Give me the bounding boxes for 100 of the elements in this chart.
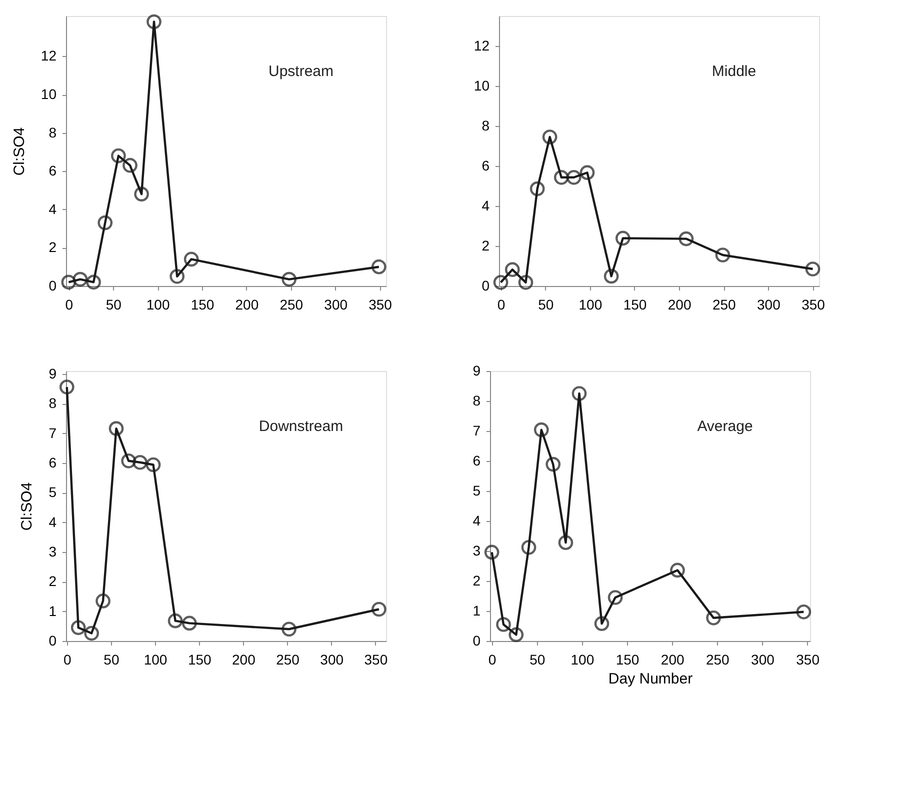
x-tick-label: 350 bbox=[802, 296, 826, 312]
y-tick-label: 0 bbox=[48, 632, 57, 648]
y-tick-label: 2 bbox=[472, 572, 481, 588]
y-tick-label: 6 bbox=[48, 162, 57, 179]
point bbox=[70, 620, 86, 636]
point bbox=[508, 627, 524, 642]
point bbox=[134, 186, 149, 202]
x-tick-label: 100 bbox=[146, 296, 170, 312]
x-tick-label: 200 bbox=[232, 652, 256, 668]
point bbox=[61, 274, 76, 290]
y-tick-label: 0 bbox=[482, 278, 490, 294]
y-tick-label: 10 bbox=[40, 86, 57, 102]
point bbox=[542, 130, 558, 144]
point bbox=[111, 148, 126, 164]
point bbox=[108, 421, 124, 436]
x-tick-label: 250 bbox=[280, 296, 304, 312]
point bbox=[521, 540, 536, 555]
point bbox=[484, 544, 500, 560]
y-tick-label: 4 bbox=[48, 514, 57, 530]
point bbox=[146, 14, 162, 30]
x-tick-label: 0 bbox=[65, 296, 74, 312]
point bbox=[670, 562, 685, 578]
y-tick-label: 4 bbox=[48, 200, 57, 217]
x-tick-label: 200 bbox=[660, 652, 684, 668]
x-tick-label: 200 bbox=[235, 296, 259, 312]
point bbox=[594, 616, 610, 632]
y-tick-label: 1 bbox=[48, 602, 57, 619]
x-tick-label: 300 bbox=[320, 652, 344, 668]
point bbox=[558, 535, 574, 550]
point bbox=[122, 158, 138, 173]
point bbox=[182, 616, 197, 631]
point bbox=[84, 626, 99, 641]
x-tick-label: 0 bbox=[497, 296, 506, 312]
y-tick-label: 10 bbox=[474, 78, 490, 94]
x-tick-label: 250 bbox=[712, 296, 736, 312]
point bbox=[796, 604, 812, 620]
x-axis-title: Day Number bbox=[608, 670, 693, 688]
x-tick-label: 50 bbox=[538, 296, 554, 312]
annotation: Average bbox=[697, 418, 753, 435]
point bbox=[530, 181, 545, 196]
point bbox=[282, 622, 296, 637]
y-tick-label: 8 bbox=[472, 392, 481, 408]
y-tick-label: 12 bbox=[40, 48, 57, 64]
y-tick-label: 6 bbox=[482, 158, 490, 174]
point bbox=[546, 456, 561, 472]
point bbox=[504, 262, 520, 278]
x-tick-label: 300 bbox=[324, 296, 348, 312]
x-tick-label: 350 bbox=[796, 652, 820, 668]
y-tick-label: 2 bbox=[482, 238, 490, 254]
y-tick-label: 12 bbox=[474, 38, 490, 54]
y-tick-label: 2 bbox=[48, 239, 57, 256]
x-tick-label: 150 bbox=[188, 652, 212, 668]
point bbox=[615, 230, 630, 246]
y-tick-label: 3 bbox=[48, 543, 57, 560]
point bbox=[121, 453, 136, 468]
point bbox=[805, 262, 820, 276]
y-tick-label: 8 bbox=[48, 124, 57, 140]
y-tick-label: 7 bbox=[472, 422, 481, 438]
point bbox=[146, 457, 161, 472]
point bbox=[72, 272, 88, 287]
annotation: Middle bbox=[712, 63, 756, 80]
x-tick-label: 150 bbox=[190, 296, 214, 312]
point bbox=[372, 602, 386, 617]
point bbox=[168, 613, 183, 628]
y-tick-label: 1 bbox=[472, 602, 481, 618]
y-tick-label: 4 bbox=[472, 512, 481, 528]
point bbox=[534, 422, 549, 438]
x-tick-label: 300 bbox=[751, 652, 775, 668]
y-tick-label: 0 bbox=[472, 632, 481, 648]
y-tick-label: 9 bbox=[48, 365, 57, 382]
point bbox=[98, 215, 113, 230]
point bbox=[184, 252, 199, 267]
x-tick-label: 250 bbox=[276, 652, 300, 668]
point bbox=[572, 386, 587, 401]
point bbox=[554, 170, 569, 185]
x-tick-label: 250 bbox=[706, 652, 730, 668]
y-tick-label: 0 bbox=[48, 278, 57, 294]
y-tick-label: 6 bbox=[472, 452, 481, 468]
y-tick-label: 7 bbox=[48, 424, 57, 441]
x-tick-label: 0 bbox=[63, 652, 72, 668]
point bbox=[59, 380, 74, 394]
y-tick-label: 2 bbox=[48, 573, 57, 590]
y-tick-label: 6 bbox=[48, 454, 57, 470]
x-tick-label: 300 bbox=[757, 296, 781, 312]
point bbox=[608, 590, 623, 605]
point bbox=[371, 259, 386, 274]
x-tick-label: 150 bbox=[623, 296, 647, 312]
point bbox=[170, 269, 185, 284]
y-tick-label: 5 bbox=[48, 484, 57, 500]
y-tick-label: 3 bbox=[472, 542, 481, 558]
x-tick-label: 100 bbox=[578, 296, 602, 312]
y-tick-label: 8 bbox=[482, 118, 490, 134]
point bbox=[678, 231, 694, 246]
y-axis-title: Cl:SO4 bbox=[10, 127, 28, 176]
x-tick-label: 350 bbox=[368, 296, 392, 312]
y-tick-label: 9 bbox=[472, 362, 481, 378]
point bbox=[496, 617, 511, 632]
y-tick-label: 5 bbox=[472, 482, 481, 498]
annotation: Downstream bbox=[258, 418, 344, 435]
point bbox=[604, 268, 619, 284]
